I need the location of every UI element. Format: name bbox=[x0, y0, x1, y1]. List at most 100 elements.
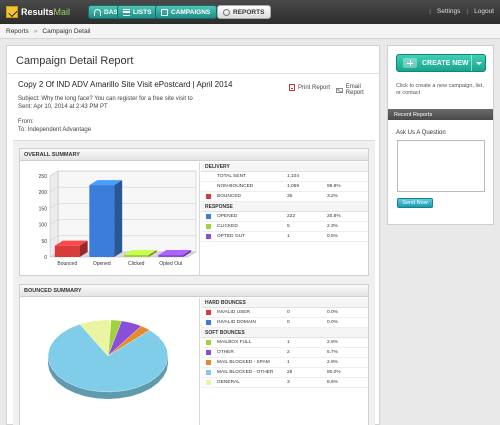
chart-side-wall bbox=[49, 170, 59, 258]
legend-swatch bbox=[206, 194, 211, 199]
stat-group-title: RESPONSE bbox=[201, 202, 368, 212]
bar-front bbox=[89, 185, 115, 257]
campaign-subject: Subject: Why the long face? You can regi… bbox=[18, 96, 193, 102]
nav-separator: | bbox=[429, 8, 431, 15]
pie-slice bbox=[107, 320, 142, 357]
stat-percent: 8.6% bbox=[327, 380, 338, 385]
stat-count: 0 bbox=[287, 320, 290, 325]
y-tick-label: 250 bbox=[39, 174, 48, 180]
bar-front bbox=[123, 255, 149, 257]
recent-reports-header[interactable]: Recent Reports bbox=[388, 109, 493, 120]
overall-summary-header: OVERALL SUMMARY bbox=[20, 149, 368, 161]
logo-check-icon bbox=[6, 6, 18, 18]
x-tick-label: Bounced bbox=[57, 261, 77, 267]
stat-row: MAIL BLOCKED - OTHER 28 80.0% bbox=[201, 368, 368, 378]
create-help-text: Click to create a new campaign, list, or… bbox=[396, 83, 484, 97]
stat-row: INVALID DOMAIN 0 0.0% bbox=[201, 318, 368, 328]
stat-row: MAILBOX FULL 1 2.9% bbox=[201, 338, 368, 348]
stat-percent: 0.0% bbox=[327, 310, 338, 315]
stat-label: MAILBOX FULL bbox=[217, 340, 252, 345]
stat-count: 35 bbox=[287, 194, 293, 199]
stat-row: OPENED 222 20.8% bbox=[201, 212, 368, 222]
y-tick-label: 0 bbox=[44, 255, 47, 261]
pie-slice bbox=[107, 325, 150, 357]
stat-label: CLICKED bbox=[217, 224, 238, 229]
stat-label: BOUNCED bbox=[217, 194, 241, 199]
stat-label: OPTED OUT bbox=[217, 234, 245, 239]
bounced-summary-header: BOUNCED SUMMARY bbox=[20, 285, 368, 297]
breadcrumb-reports-link[interactable]: Reports bbox=[6, 27, 29, 35]
pdf-icon bbox=[289, 84, 295, 91]
print-report-label: Print Report bbox=[298, 84, 331, 91]
app-logo[interactable]: ResultsMail bbox=[6, 5, 70, 19]
breadcrumb: Reports » Campaign Detail bbox=[0, 24, 500, 39]
email-report-link[interactable]: Email Report bbox=[336, 84, 379, 96]
nav-dash-label: DASH bbox=[104, 8, 123, 16]
nav-reports-label: REPORTS bbox=[233, 8, 265, 16]
y-tick-label: 100 bbox=[39, 223, 48, 229]
stat-percent: 96.8% bbox=[327, 184, 341, 189]
title-divider bbox=[7, 73, 379, 74]
bar-front bbox=[158, 255, 184, 257]
logout-link[interactable]: Logout bbox=[474, 8, 494, 15]
top-navbar: ResultsMail DASH LISTS CAMPAIGNS REPORTS… bbox=[0, 0, 500, 24]
bar-front bbox=[54, 245, 80, 257]
gridline bbox=[49, 219, 196, 225]
x-tick-label: Opened bbox=[93, 261, 111, 267]
stat-count: 2 bbox=[287, 350, 290, 355]
campaign-sent: Sent: Apr 10, 2014 at 2:43 PM PT bbox=[18, 104, 108, 110]
gridline bbox=[49, 186, 196, 193]
legend-swatch bbox=[206, 320, 211, 325]
campaign-name: Copy 2 Of IND ADV Amarillo Site Visit eP… bbox=[18, 80, 233, 89]
stat-group-title: HARD BOUNCES bbox=[201, 298, 368, 308]
stat-row: GENERAL 3 8.6% bbox=[201, 378, 368, 388]
breadcrumb-arrow: » bbox=[33, 27, 38, 35]
lists-icon bbox=[123, 8, 130, 16]
sidebar: CREATE NEW Click to create a new campaig… bbox=[387, 45, 494, 225]
stat-label: MAIL BLOCKED - SPAM bbox=[217, 360, 270, 365]
legend-swatch bbox=[206, 380, 211, 385]
legend-swatch bbox=[206, 310, 211, 315]
bar-top bbox=[89, 180, 123, 186]
stat-row: TOTAL SENT 1,104 bbox=[201, 172, 368, 182]
stat-percent: 2.3% bbox=[327, 224, 338, 229]
stat-percent: 5.7% bbox=[327, 350, 338, 355]
stat-row: OPTED OUT 1 0.5% bbox=[201, 232, 368, 242]
stat-count: 0 bbox=[287, 310, 290, 315]
bar-side bbox=[148, 250, 157, 257]
chevron-down-icon bbox=[475, 61, 482, 65]
legend-swatch bbox=[206, 370, 211, 375]
stat-row: NON-BOUNCED 1,069 96.8% bbox=[201, 182, 368, 192]
stat-row: MAIL BLOCKED - SPAM 1 2.9% bbox=[201, 358, 368, 368]
stat-percent: 3.2% bbox=[327, 194, 338, 199]
create-new-button[interactable]: CREATE NEW bbox=[396, 54, 486, 72]
print-report-link[interactable]: Print Report bbox=[289, 84, 330, 91]
nav-reports-button[interactable]: REPORTS bbox=[217, 5, 272, 19]
mail-icon bbox=[336, 87, 343, 93]
stat-percent: 2.9% bbox=[327, 340, 338, 345]
bounced-pie-chart bbox=[20, 298, 200, 425]
create-new-dropdown[interactable] bbox=[471, 55, 485, 71]
campaign-to: To: Independent Advantage bbox=[18, 127, 92, 133]
account-links: | Settings | Logout bbox=[429, 8, 494, 15]
gridline bbox=[49, 170, 196, 177]
main-panel: Campaign Detail Report Copy 2 Of IND ADV… bbox=[6, 45, 380, 425]
nav-campaigns-button[interactable]: CAMPAIGNS bbox=[155, 5, 218, 19]
nav-lists-button[interactable]: LISTS bbox=[117, 5, 159, 19]
stat-label: NON-BOUNCED bbox=[217, 184, 254, 189]
send-now-button[interactable]: Send Now bbox=[397, 198, 433, 208]
stat-label: MAIL BLOCKED - OTHER bbox=[217, 370, 274, 375]
bounced-summary-panel: BOUNCED SUMMARY HARD BOUNCES INVALID USER… bbox=[19, 284, 369, 425]
pie-slice-side bbox=[48, 356, 168, 399]
stat-count: 1 bbox=[287, 340, 290, 345]
stat-count: 1 bbox=[287, 234, 290, 239]
stat-count: 3 bbox=[287, 380, 290, 385]
settings-link[interactable]: Settings bbox=[436, 8, 461, 15]
overall-stats-table: DELIVERY TOTAL SENT 1,104 NON-BOUNCED 1,069 9… bbox=[201, 162, 368, 275]
legend-swatch bbox=[206, 360, 211, 365]
page-title: Campaign Detail Report bbox=[16, 55, 134, 67]
stat-label: OTHER bbox=[217, 350, 234, 355]
legend-swatch bbox=[206, 184, 211, 189]
question-textarea[interactable] bbox=[397, 140, 485, 192]
create-new-label: CREATE NEW bbox=[422, 59, 469, 67]
